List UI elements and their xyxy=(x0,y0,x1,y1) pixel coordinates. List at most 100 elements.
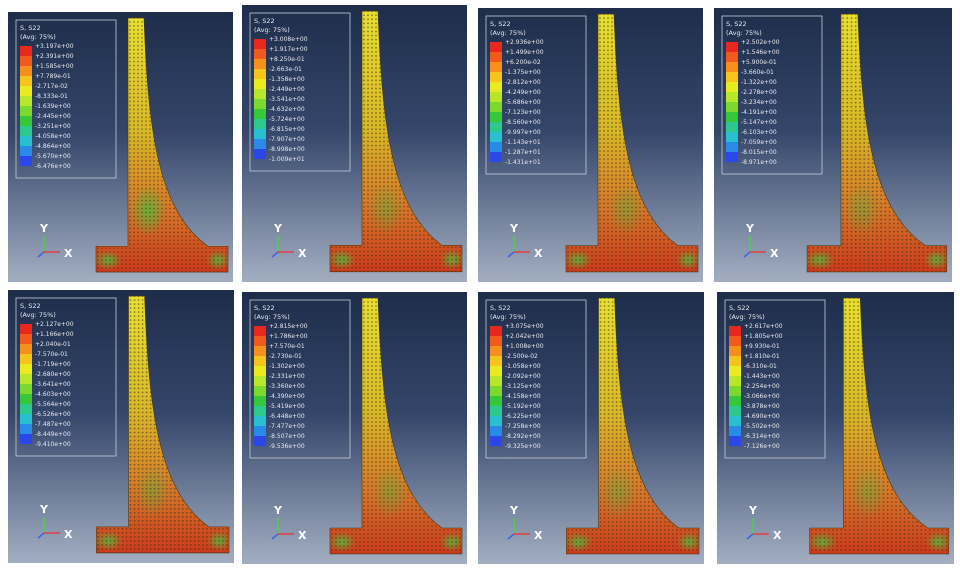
legend-title: S, S22 xyxy=(254,17,275,25)
legend-swatch xyxy=(490,92,502,102)
legend-value: -2.663e-01 xyxy=(269,66,302,73)
legend-value: -3.541e+00 xyxy=(269,96,305,103)
legend-swatch xyxy=(490,112,502,122)
legend-swatch xyxy=(254,376,266,386)
legend-value: -8.292e+00 xyxy=(505,433,541,440)
legend-value: -1.287e+01 xyxy=(505,149,541,156)
legend-swatch xyxy=(20,156,32,166)
legend-value: -8.507e+00 xyxy=(269,433,305,440)
axis-label-x: X xyxy=(534,529,543,542)
legend-swatch xyxy=(20,364,32,374)
legend-value: +2.391e+00 xyxy=(35,53,74,60)
legend-swatch xyxy=(490,416,502,426)
legend-value: +2.502e+00 xyxy=(741,39,780,46)
legend-swatch xyxy=(254,346,266,356)
legend-value: -3.066e+00 xyxy=(744,393,780,400)
legend-value: -6.815e+00 xyxy=(269,126,305,133)
legend-value: -5.564e+00 xyxy=(35,401,71,408)
legend-value: +1.008e+00 xyxy=(505,343,544,350)
legend-value: -1.358e+00 xyxy=(269,76,305,83)
legend-title: S, S22 xyxy=(254,304,275,312)
legend-value: -5.419e+00 xyxy=(269,403,305,410)
legend-value: -1.322e+00 xyxy=(741,79,777,86)
legend-value: -8.449e+00 xyxy=(35,431,71,438)
panel: S, S22(Avg: 75%)+2.502e+00+1.546e+00+5.9… xyxy=(714,8,952,282)
legend-value: -2.500e-02 xyxy=(505,353,538,360)
axis-label-x: X xyxy=(773,529,782,542)
legend-average: (Avg: 75%) xyxy=(729,313,765,321)
legend-swatch xyxy=(254,406,266,416)
legend-average: (Avg: 75%) xyxy=(254,313,290,321)
legend-swatch xyxy=(726,102,738,112)
legend-title: S, S22 xyxy=(490,304,511,312)
legend-value: -6.103e+00 xyxy=(741,129,777,136)
panel: S, S22(Avg: 75%)+2.617e+00+1.805e+00+9.9… xyxy=(717,292,954,564)
legend-swatch xyxy=(20,116,32,126)
legend-average: (Avg: 75%) xyxy=(254,26,290,34)
legend-value: -3.660e-01 xyxy=(741,69,774,76)
legend-value: +1.786e+00 xyxy=(269,333,308,340)
legend-swatch xyxy=(20,106,32,116)
panel: S, S22(Avg: 75%)+2.815e+00+1.786e+00+7.5… xyxy=(242,292,467,564)
legend-value: +1.499e+00 xyxy=(505,49,544,56)
legend-swatch xyxy=(254,416,266,426)
legend-swatch xyxy=(490,72,502,82)
legend-swatch xyxy=(729,436,741,446)
legend-value: -4.191e+00 xyxy=(741,109,777,116)
legend-value: -7.907e+00 xyxy=(269,136,305,143)
legend-swatch xyxy=(490,82,502,92)
legend-average: (Avg: 75%) xyxy=(726,29,762,37)
legend-swatch xyxy=(20,136,32,146)
legend-value: -3.234e+00 xyxy=(741,99,777,106)
legend-value: -4.249e+00 xyxy=(505,89,541,96)
legend-swatch xyxy=(254,59,266,69)
legend-value: +3.008e+00 xyxy=(269,36,308,43)
legend-value: -2.812e+00 xyxy=(505,79,541,86)
legend-swatch xyxy=(254,119,266,129)
legend-value: -9.325e+00 xyxy=(505,443,541,450)
legend-swatch xyxy=(490,152,502,162)
legend-swatch xyxy=(254,386,266,396)
legend-value: +1.917e+00 xyxy=(269,46,308,53)
legend-value: -3.878e+00 xyxy=(744,403,780,410)
legend-swatch xyxy=(726,112,738,122)
legend-value: -8.560e+00 xyxy=(505,119,541,126)
legend-swatch xyxy=(254,79,266,89)
legend-value: -4.158e+00 xyxy=(505,393,541,400)
legend-value: -7.123e+00 xyxy=(505,109,541,116)
legend-value: -2.331e+00 xyxy=(269,373,305,380)
legend-swatch xyxy=(20,394,32,404)
panels-grid: S, S22(Avg: 75%)+3.197e+00+2.391e+00+1.5… xyxy=(0,0,960,572)
legend-swatch xyxy=(490,386,502,396)
legend-swatch xyxy=(254,366,266,376)
legend-swatch xyxy=(254,396,266,406)
legend-average: (Avg: 75%) xyxy=(490,29,526,37)
legend-value: -7.126e+00 xyxy=(744,443,780,450)
axis-label-y: Y xyxy=(273,222,283,235)
legend-value: -6.448e+00 xyxy=(269,413,305,420)
legend-swatch xyxy=(254,129,266,139)
legend-value: -2.680e+00 xyxy=(35,371,71,378)
legend-swatch xyxy=(254,89,266,99)
legend-value: -7.487e+00 xyxy=(35,421,71,428)
legend-value: -9.410e+00 xyxy=(35,441,71,448)
axis-label-y: Y xyxy=(273,504,283,517)
legend-swatch xyxy=(254,99,266,109)
legend-title: S, S22 xyxy=(20,302,41,310)
legend-value: -7.258e+00 xyxy=(505,423,541,430)
legend-value: +2.936e+00 xyxy=(505,39,544,46)
legend-swatch xyxy=(20,66,32,76)
legend-swatch xyxy=(254,336,266,346)
legend-value: -1.639e+00 xyxy=(35,103,71,110)
legend-swatch xyxy=(20,414,32,424)
legend-value: -6.314e+00 xyxy=(744,433,780,440)
legend-swatch xyxy=(20,126,32,136)
legend-value: -5.670e+00 xyxy=(35,153,71,160)
axis-label-x: X xyxy=(534,247,543,260)
legend-swatch xyxy=(254,436,266,446)
legend-swatch xyxy=(490,142,502,152)
legend-swatch xyxy=(729,416,741,426)
legend-value: -3.251e+00 xyxy=(35,123,71,130)
legend-swatch xyxy=(490,406,502,416)
legend-swatch xyxy=(729,336,741,346)
